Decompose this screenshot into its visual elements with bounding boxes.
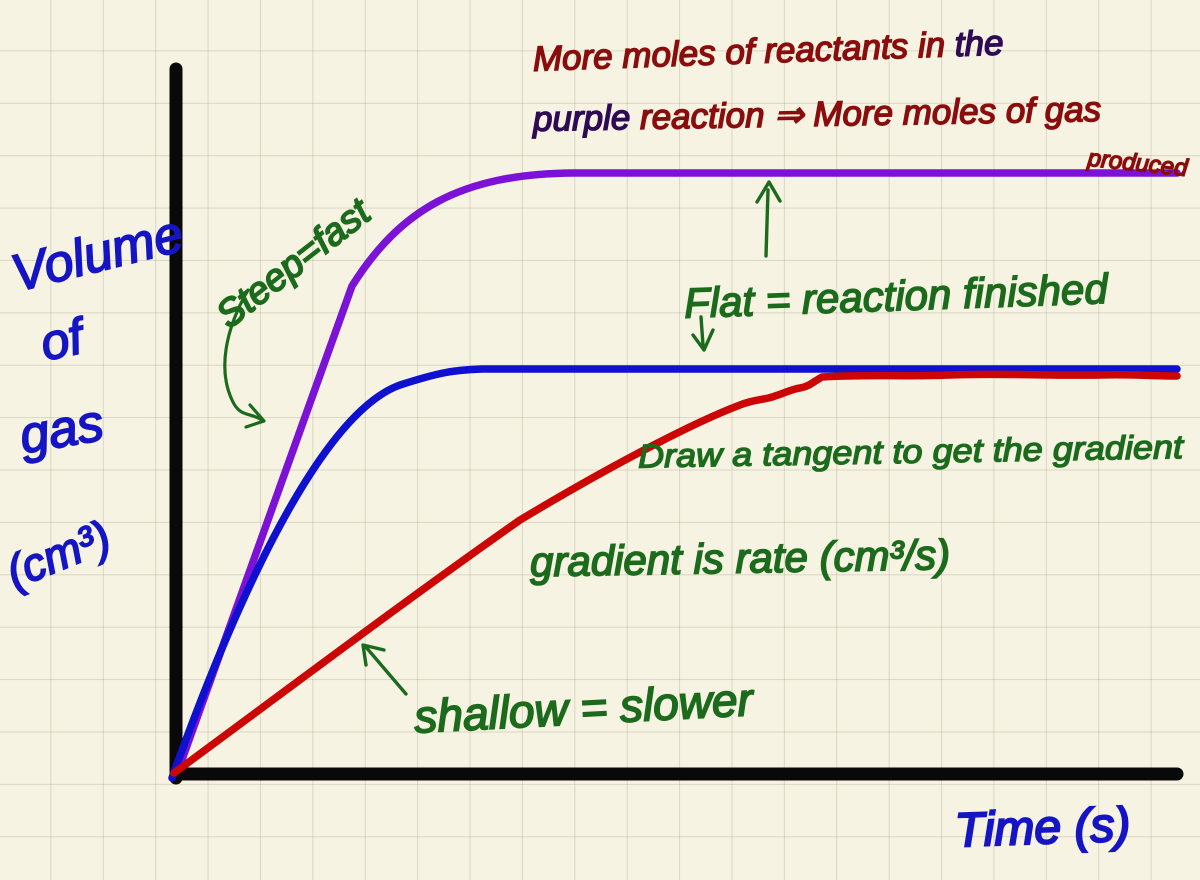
svg-text:More moles of reactants in the: More moles of reactants in the	[532, 23, 1004, 78]
svg-text:shallow = slower: shallow = slower	[413, 673, 756, 743]
svg-text:gradient is rate (cm³/s): gradient is rate (cm³/s)	[530, 531, 951, 585]
svg-text:Time (s): Time (s)	[954, 798, 1131, 857]
svg-text:Flat = reaction finished: Flat = reaction finished	[683, 265, 1110, 327]
svg-text:Draw a tangent to get the grad: Draw a tangent to get the gradient	[638, 428, 1186, 475]
svg-text:of: of	[35, 307, 92, 372]
svg-text:gas: gas	[15, 394, 108, 466]
svg-text:(cm³): (cm³)	[0, 510, 118, 598]
svg-text:Volume: Volume	[6, 205, 189, 303]
svg-text:purple reaction ⇒ More moles o: purple reaction ⇒ More moles of gas	[532, 90, 1102, 139]
